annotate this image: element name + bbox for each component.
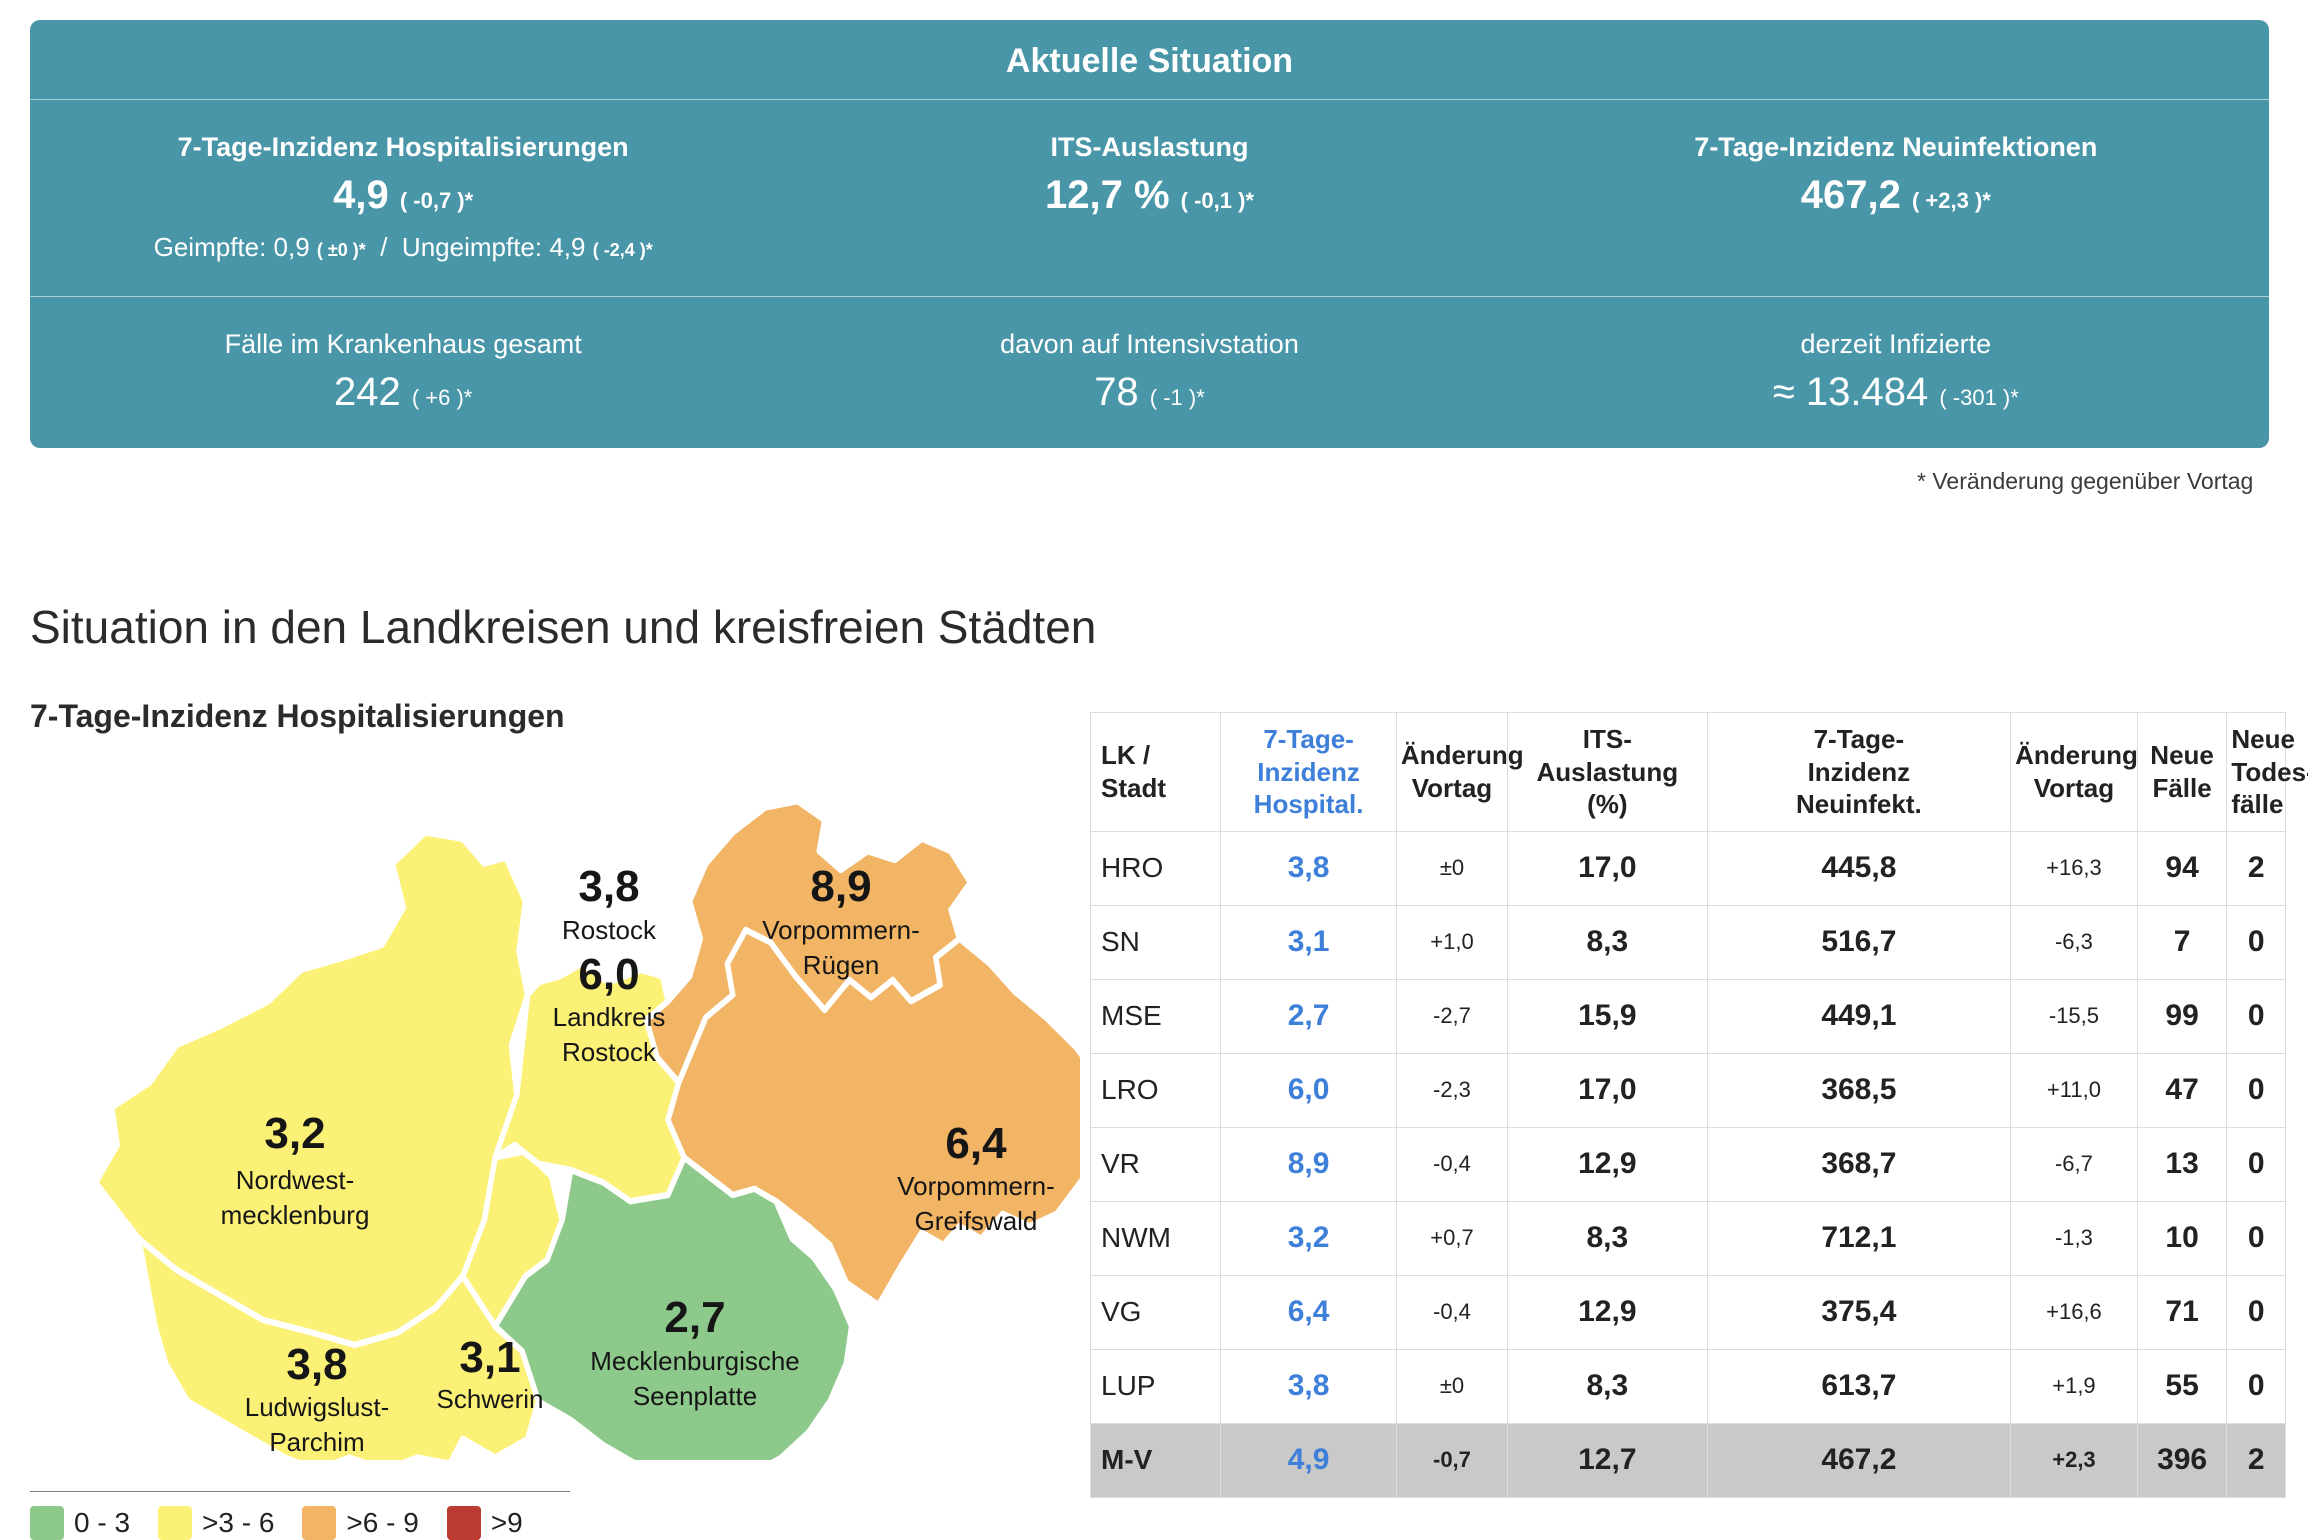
svg-text:Vorpommern-: Vorpommern- <box>762 915 920 945</box>
svg-text:Rostock: Rostock <box>562 915 657 945</box>
svg-text:Ludwigslust-: Ludwigslust- <box>245 1392 390 1422</box>
svg-text:3,2: 3,2 <box>264 1109 325 1158</box>
svg-text:3,1: 3,1 <box>459 1333 520 1382</box>
svg-text:Schwerin: Schwerin <box>437 1384 544 1414</box>
svg-text:6,4: 6,4 <box>945 1119 1007 1168</box>
svg-text:Rügen: Rügen <box>803 950 880 980</box>
svg-text:Parchim: Parchim <box>269 1427 364 1457</box>
svg-text:mecklenburg: mecklenburg <box>221 1200 370 1230</box>
svg-text:2,7: 2,7 <box>664 1293 725 1342</box>
svg-text:Seenplatte: Seenplatte <box>633 1381 757 1411</box>
svg-text:Rostock: Rostock <box>562 1037 657 1067</box>
svg-text:Nordwest-: Nordwest- <box>236 1165 354 1195</box>
svg-text:Landkreis: Landkreis <box>553 1002 666 1032</box>
svg-text:6,0: 6,0 <box>578 950 639 999</box>
svg-text:3,8: 3,8 <box>286 1340 347 1389</box>
svg-text:8,9: 8,9 <box>810 862 871 911</box>
svg-text:3,8: 3,8 <box>578 862 639 911</box>
svg-text:Vorpommern-: Vorpommern- <box>897 1171 1055 1201</box>
svg-text:Mecklenburgische: Mecklenburgische <box>590 1346 800 1376</box>
svg-text:Greifswald: Greifswald <box>915 1206 1038 1236</box>
